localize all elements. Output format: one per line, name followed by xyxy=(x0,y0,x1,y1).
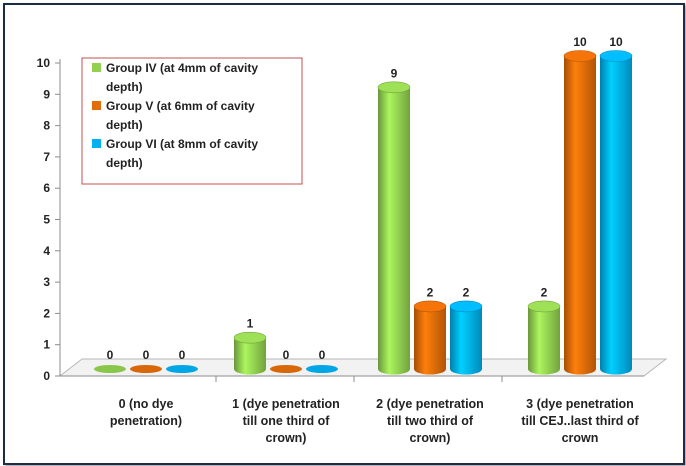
bar xyxy=(528,306,560,375)
bar xyxy=(130,365,162,373)
bar-top xyxy=(599,50,633,62)
legend-label: Group IV (at 4mm of cavity depth) xyxy=(106,61,258,94)
legend-swatch xyxy=(92,139,101,148)
data-label: 1 xyxy=(247,317,254,331)
y-tick-label: 0 xyxy=(43,369,50,383)
y-tick-label: 9 xyxy=(43,87,50,101)
bar-top xyxy=(563,50,597,62)
legend-swatch xyxy=(92,63,101,72)
legend-label: Group VI (at 8mm of cavity depth) xyxy=(106,137,258,170)
data-label: 10 xyxy=(609,35,623,49)
legend-box xyxy=(81,57,303,185)
bar-top xyxy=(449,300,483,313)
bar xyxy=(564,56,596,375)
y-tick-label: 10 xyxy=(37,56,51,70)
x-category-label: 1 (dye penetration till one third of crown… xyxy=(232,397,340,445)
y-tick-label: 4 xyxy=(43,244,50,258)
y-tick-label: 2 xyxy=(43,306,50,320)
data-label: 9 xyxy=(391,66,398,80)
bar xyxy=(378,87,410,375)
bar xyxy=(600,56,632,375)
y-tick-label: 1 xyxy=(43,338,50,352)
bar xyxy=(450,306,482,375)
bar xyxy=(270,365,302,373)
data-label: 0 xyxy=(143,348,150,362)
data-label: 2 xyxy=(541,285,548,299)
bar xyxy=(94,365,126,373)
data-label: 0 xyxy=(179,348,186,362)
legend-label: Group V (at 6mm of cavity depth) xyxy=(106,99,255,132)
y-tick-label: 8 xyxy=(43,119,50,133)
legend-swatch xyxy=(92,101,101,110)
data-label: 10 xyxy=(573,35,587,49)
data-label: 0 xyxy=(319,348,326,362)
data-label: 2 xyxy=(463,285,470,299)
bar xyxy=(306,365,338,373)
data-label: 0 xyxy=(283,348,290,362)
bar-top xyxy=(233,331,267,344)
x-category-label: 0 (no dye penetration) xyxy=(110,397,182,428)
data-label: 2 xyxy=(427,285,434,299)
bar xyxy=(414,306,446,375)
x-category-label: 2 (dye penetration till two third of crown… xyxy=(376,397,484,445)
x-category-label: 3 (dye penetration till CEJ..last third o… xyxy=(521,397,639,445)
bar-top xyxy=(527,300,561,313)
bar xyxy=(166,365,198,373)
y-tick-label: 3 xyxy=(43,275,50,289)
bar-top xyxy=(413,300,447,313)
bar-top xyxy=(377,81,411,94)
data-label: 0 xyxy=(107,348,114,362)
y-tick-label: 7 xyxy=(43,150,50,164)
y-tick-label: 6 xyxy=(43,181,50,195)
bar xyxy=(234,337,266,375)
y-tick-label: 5 xyxy=(43,213,50,227)
